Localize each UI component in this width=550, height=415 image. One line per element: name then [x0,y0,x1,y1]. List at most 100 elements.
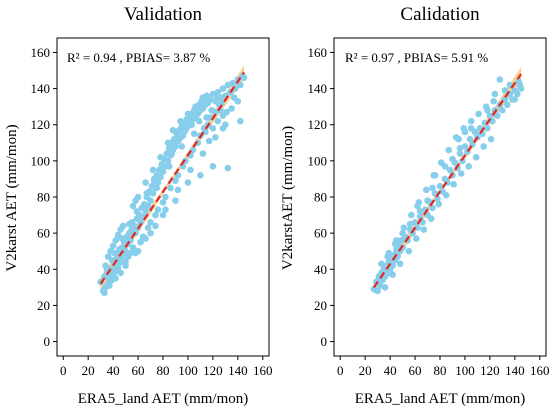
data-point [449,155,456,163]
data-point [494,112,501,119]
data-point [157,153,164,161]
data-point [514,90,521,98]
y-tick-label: 40 [37,262,50,277]
data-point [106,282,113,289]
data-point [240,74,248,82]
data-point [165,162,173,170]
data-point [389,271,396,278]
data-point [172,143,179,150]
data-point [408,211,415,219]
data-point [414,202,421,210]
data-point [400,224,408,232]
x-tick-label: 120 [480,363,500,378]
data-point [142,179,149,186]
data-point [467,125,475,132]
data-point [436,182,444,190]
data-point [434,195,441,203]
data-point [214,117,222,125]
data-point [162,206,169,213]
data-point [205,137,213,145]
data-point [111,249,118,257]
x-tick-label: 0 [337,363,344,378]
stats-annotation: R² = 0.94 , PBIAS= 3.87 % [67,50,210,65]
data-point [122,247,129,255]
data-point [445,146,453,154]
data-point [374,287,381,295]
x-tick-label: 60 [132,363,145,378]
data-point [159,211,167,219]
x-tick-label: 0 [60,363,67,378]
data-point [228,105,235,112]
data-point [188,121,195,129]
data-point [384,253,391,260]
data-point [207,96,214,103]
x-tick-label: 160 [253,363,273,378]
x-tick-label: 120 [203,363,223,378]
x-axis-label: ERA5_land AET (mm/mon) [78,391,249,407]
data-point [127,249,134,257]
data-point [137,238,144,246]
data-point [480,143,487,150]
data-point [490,97,497,105]
data-point [391,240,399,248]
y-tick-label: 120 [31,117,51,132]
y-tick-label: 0 [321,334,328,349]
data-point [224,164,232,172]
data-point [446,166,454,174]
data-point [376,282,384,289]
data-point [515,78,522,85]
x-tick-label: 20 [82,363,95,378]
data-point [219,85,227,92]
data-point [192,103,199,110]
data-point [456,150,464,157]
x-tick-label: 100 [455,363,475,378]
data-point [496,76,504,83]
calidation-panel: Calidation ERA5_land AET (mm/mon) V2kars… [280,4,550,407]
y-tick-label: 100 [31,153,51,168]
data-point [112,275,119,282]
data-point [144,224,152,232]
data-point [140,204,148,212]
data-point [399,229,406,237]
y-tick-label: 60 [314,226,327,241]
data-point [223,108,230,116]
y-tick-label: 120 [308,117,328,132]
data-point [487,135,495,143]
data-point [199,150,207,157]
data-point [420,226,428,233]
data-point [435,200,443,208]
data-point [209,125,217,132]
data-point [427,215,435,222]
data-point [484,106,491,114]
y-tick-label: 40 [314,262,327,277]
data-point [122,262,129,269]
data-point [422,186,430,194]
data-point [116,246,123,253]
data-point [218,99,225,107]
data-point [486,112,494,119]
data-point [199,94,207,101]
data-point [114,264,122,271]
x-axis-label: ERA5_land AET (mm/mon) [355,391,526,407]
x-tick-label: 80 [434,363,447,378]
data-point [499,106,506,114]
data-point [147,197,154,204]
data-point [457,170,465,177]
x-tick-label: 40 [107,363,120,378]
x-tick-label: 20 [359,363,372,378]
data-point [381,284,389,291]
data-point [429,184,436,192]
data-point [416,208,424,215]
data-point [157,173,164,181]
y-tick-label: 160 [31,45,51,60]
data-point [208,106,215,114]
data-point [158,164,166,172]
data-point [143,190,151,197]
x-tick-label: 100 [178,363,198,378]
data-point [162,193,169,201]
data-point [133,208,141,215]
x-tick-label: 140 [228,363,248,378]
data-point [108,256,116,264]
